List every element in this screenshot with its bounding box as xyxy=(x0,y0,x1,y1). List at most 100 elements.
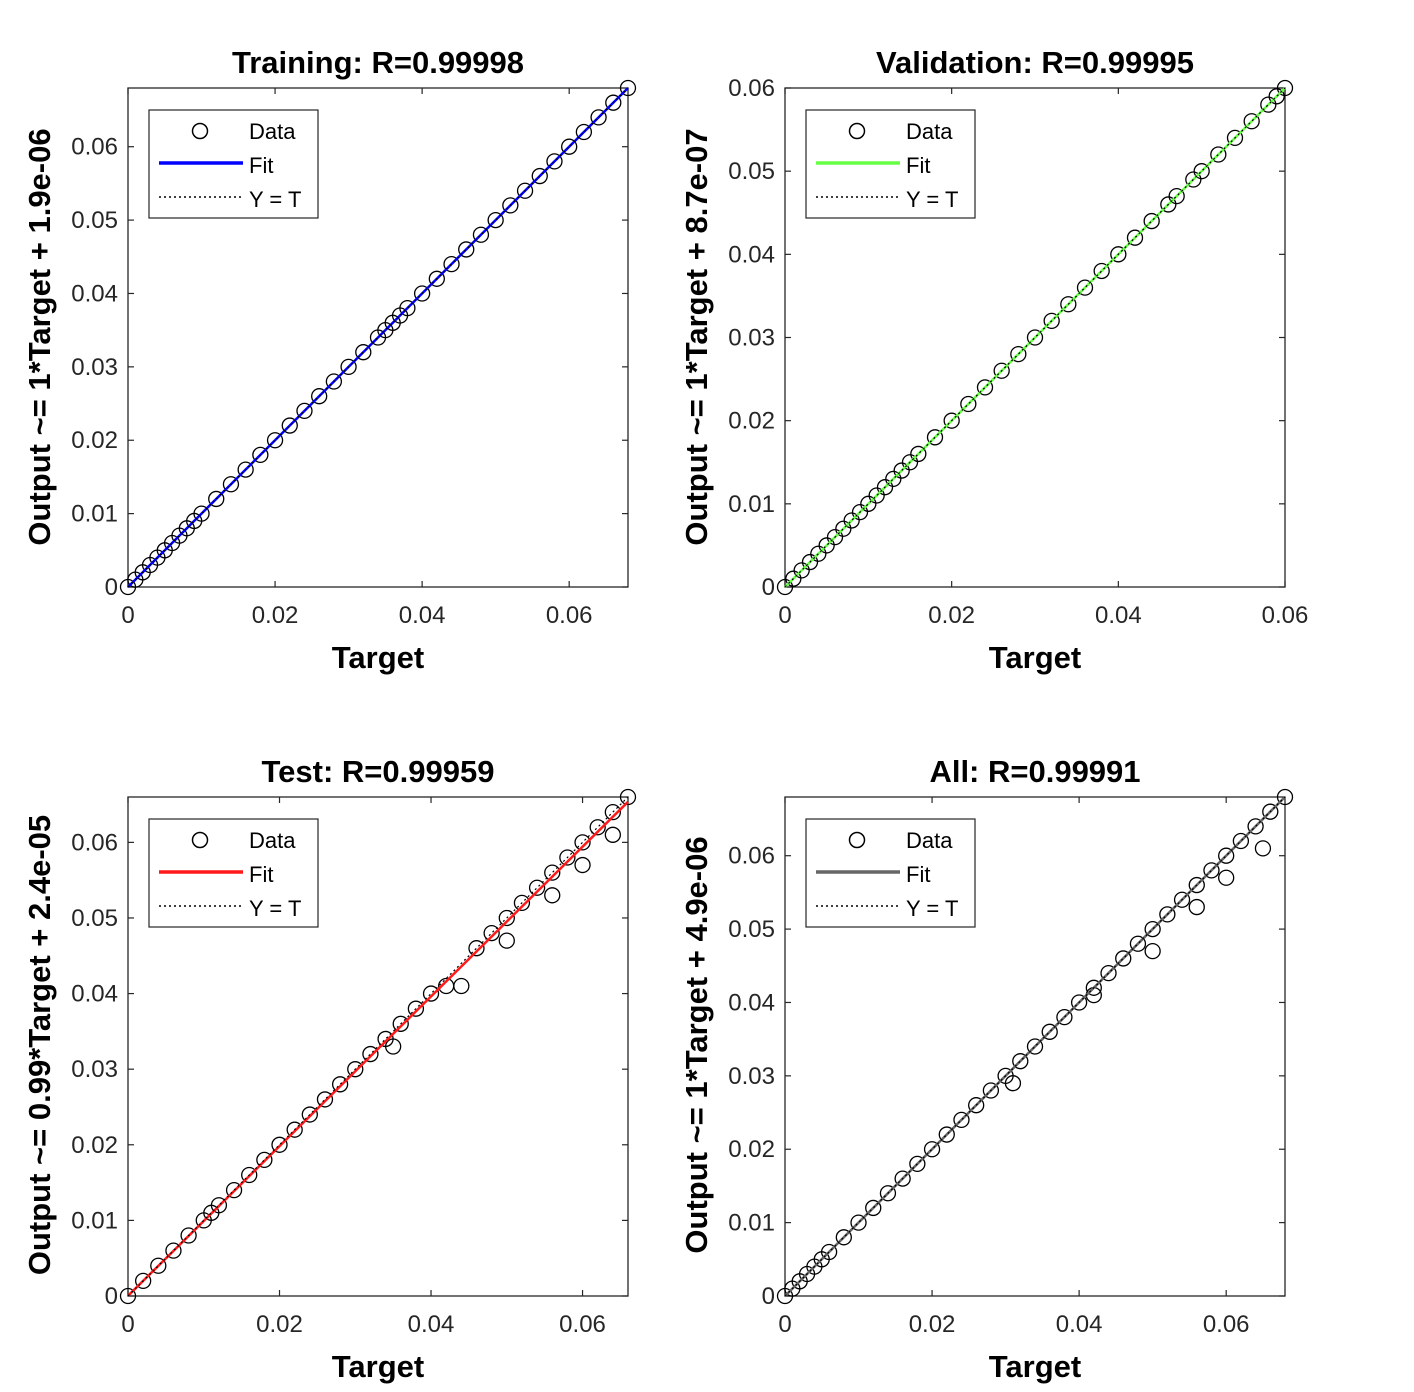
data-point xyxy=(1115,950,1132,967)
data-point xyxy=(605,94,622,111)
data-point xyxy=(180,1227,197,1244)
data-point xyxy=(559,849,576,866)
data-point xyxy=(1085,979,1102,996)
data-point xyxy=(1188,898,1205,916)
data-point xyxy=(901,454,919,471)
data-point xyxy=(938,1126,955,1143)
data-point xyxy=(923,1141,941,1158)
data-point xyxy=(498,932,515,949)
data-point xyxy=(208,490,225,508)
data-point xyxy=(193,505,210,522)
y-tick-label: 0.03 xyxy=(728,325,775,352)
data-point xyxy=(1226,129,1244,147)
data-point xyxy=(960,395,977,413)
data-point xyxy=(835,520,852,537)
panel-validation: Validation: R=0.99995 Target Output ~= 1… xyxy=(679,45,1308,675)
data-point xyxy=(820,1243,838,1261)
legend-label-yt: Y = T xyxy=(249,896,301,921)
data-point xyxy=(241,1166,258,1184)
data-point xyxy=(894,1170,911,1187)
data-point xyxy=(1093,262,1110,280)
data-point xyxy=(413,285,431,302)
x-tick-label: 0.04 xyxy=(1095,602,1142,629)
data-point xyxy=(604,826,621,843)
legend-label-fit: Fit xyxy=(906,153,930,178)
data-point xyxy=(810,545,827,562)
data-point xyxy=(362,1045,379,1063)
data-point xyxy=(222,476,240,493)
x-tick-label: 0.06 xyxy=(1262,602,1309,629)
legend-label-yt: Y = T xyxy=(906,187,958,212)
y-tick-label: 0.04 xyxy=(71,280,118,307)
data-point xyxy=(516,182,534,199)
data-point xyxy=(865,1199,882,1217)
x-tick-label: 0.02 xyxy=(256,1311,303,1338)
data-point xyxy=(340,358,357,376)
data-point xyxy=(1012,1053,1029,1070)
data-point xyxy=(271,1136,288,1153)
data-point xyxy=(1262,803,1279,820)
data-point xyxy=(487,211,504,229)
data-point xyxy=(1026,329,1044,346)
x-axis-label: Target xyxy=(332,640,424,675)
y-tick-label: 0.02 xyxy=(728,408,775,435)
data-point xyxy=(135,1272,152,1290)
x-tick-label: 0.04 xyxy=(399,602,446,629)
data-point xyxy=(453,977,470,995)
data-point xyxy=(879,1185,897,1202)
data-point xyxy=(165,1242,182,1259)
x-axis-label: Target xyxy=(989,1349,1081,1384)
legend: Data Fit Y = T xyxy=(148,818,319,928)
data-point xyxy=(1218,869,1235,886)
x-tick-label: 0 xyxy=(778,602,791,629)
data-point xyxy=(619,79,637,97)
legend-label-yt: Y = T xyxy=(249,187,301,212)
data-point xyxy=(910,445,927,463)
data-point xyxy=(468,940,485,957)
data-point xyxy=(868,487,885,504)
data-point xyxy=(325,373,343,390)
data-point xyxy=(347,1061,364,1078)
data-point xyxy=(311,388,328,405)
y-tick-label: 0.01 xyxy=(71,1207,118,1234)
data-point xyxy=(850,1214,867,1231)
data-point xyxy=(483,924,500,942)
data-point xyxy=(546,153,563,170)
data-point xyxy=(926,429,944,446)
y-tick-label: 0.06 xyxy=(728,843,775,870)
data-point xyxy=(1041,1023,1058,1040)
data-point xyxy=(1260,96,1277,113)
y-tick-label: 0 xyxy=(762,1283,775,1310)
data-point xyxy=(619,788,637,806)
x-tick-label: 0.02 xyxy=(909,1311,956,1338)
data-point xyxy=(266,432,284,449)
data-point xyxy=(604,803,621,821)
data-point xyxy=(399,299,416,317)
data-point xyxy=(1143,212,1160,230)
data-point xyxy=(316,1091,334,1108)
legend: Data Fit Y = T xyxy=(805,818,976,928)
data-point xyxy=(851,504,869,521)
data-point xyxy=(885,470,902,488)
y-axis-label: Output ~= 0.99*Target + 2.4e-05 xyxy=(22,815,57,1275)
y-tick-label: 0.01 xyxy=(728,1210,775,1237)
fit-line xyxy=(784,796,1286,1297)
y-axis-label: Output ~= 1*Target + 1.9e-06 xyxy=(22,128,57,545)
data-point xyxy=(590,109,607,126)
legend-label-fit: Fit xyxy=(249,153,273,178)
data-point xyxy=(296,402,313,420)
x-tick-label: 0.06 xyxy=(1203,1311,1250,1338)
data-point xyxy=(1193,163,1210,180)
y-tick-label: 0.03 xyxy=(728,1063,775,1090)
fit-line xyxy=(127,800,629,1297)
x-tick-label: 0.06 xyxy=(559,1311,606,1338)
data-point xyxy=(982,1082,1000,1099)
data-point xyxy=(835,1229,852,1246)
data-point xyxy=(256,1151,273,1169)
legend-data-marker xyxy=(191,122,209,140)
data-point xyxy=(1243,113,1260,130)
data-point xyxy=(1168,187,1185,205)
y-tick-label: 0 xyxy=(105,574,118,601)
data-point xyxy=(1144,920,1161,938)
legend-data-marker xyxy=(191,831,209,849)
